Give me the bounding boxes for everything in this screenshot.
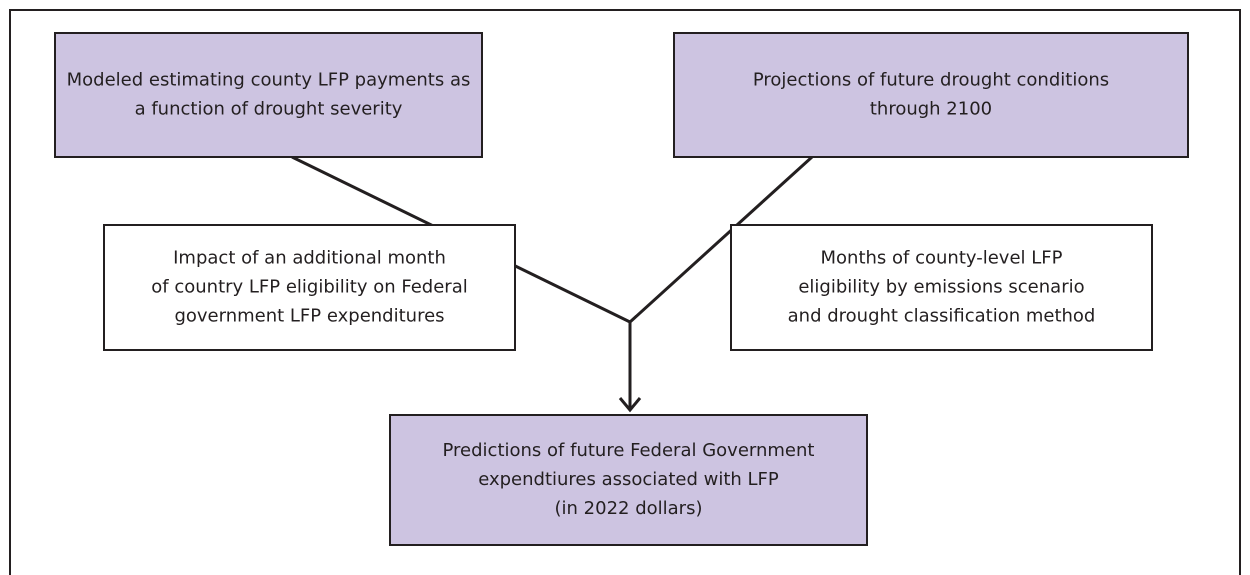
- frame: [9, 9, 1241, 575]
- node-box: [103, 224, 516, 351]
- node-box: [54, 32, 483, 158]
- boxes: Modeled estimating county LFP payments a…: [54, 32, 1189, 546]
- node-label: a function of drought severity: [135, 99, 403, 120]
- node-box: [730, 224, 1153, 351]
- node-label: Impact of an additional month: [173, 248, 446, 269]
- connector: [628, 155, 814, 324]
- node-label: and drought classification method: [788, 306, 1096, 327]
- arrowhead: [618, 397, 642, 413]
- node-label: of country LFP eligibility on Federal: [151, 277, 467, 298]
- node-label: eligibility by emissions scenario: [798, 277, 1084, 298]
- node-label: expendtiures associated with LFP: [478, 469, 779, 490]
- node-label: Predictions of future Federal Government: [443, 440, 815, 461]
- node-label: Months of county-level LFP: [821, 248, 1063, 269]
- node-label: through 2100: [870, 99, 992, 120]
- node-box: [673, 32, 1189, 158]
- node-label: Modeled estimating county LFP payments a…: [67, 70, 471, 91]
- node-label: Projections of future drought conditions: [753, 70, 1109, 91]
- node-box: [389, 414, 868, 546]
- node-label: (in 2022 dollars): [555, 498, 703, 519]
- node-label: government LFP expenditures: [174, 306, 444, 327]
